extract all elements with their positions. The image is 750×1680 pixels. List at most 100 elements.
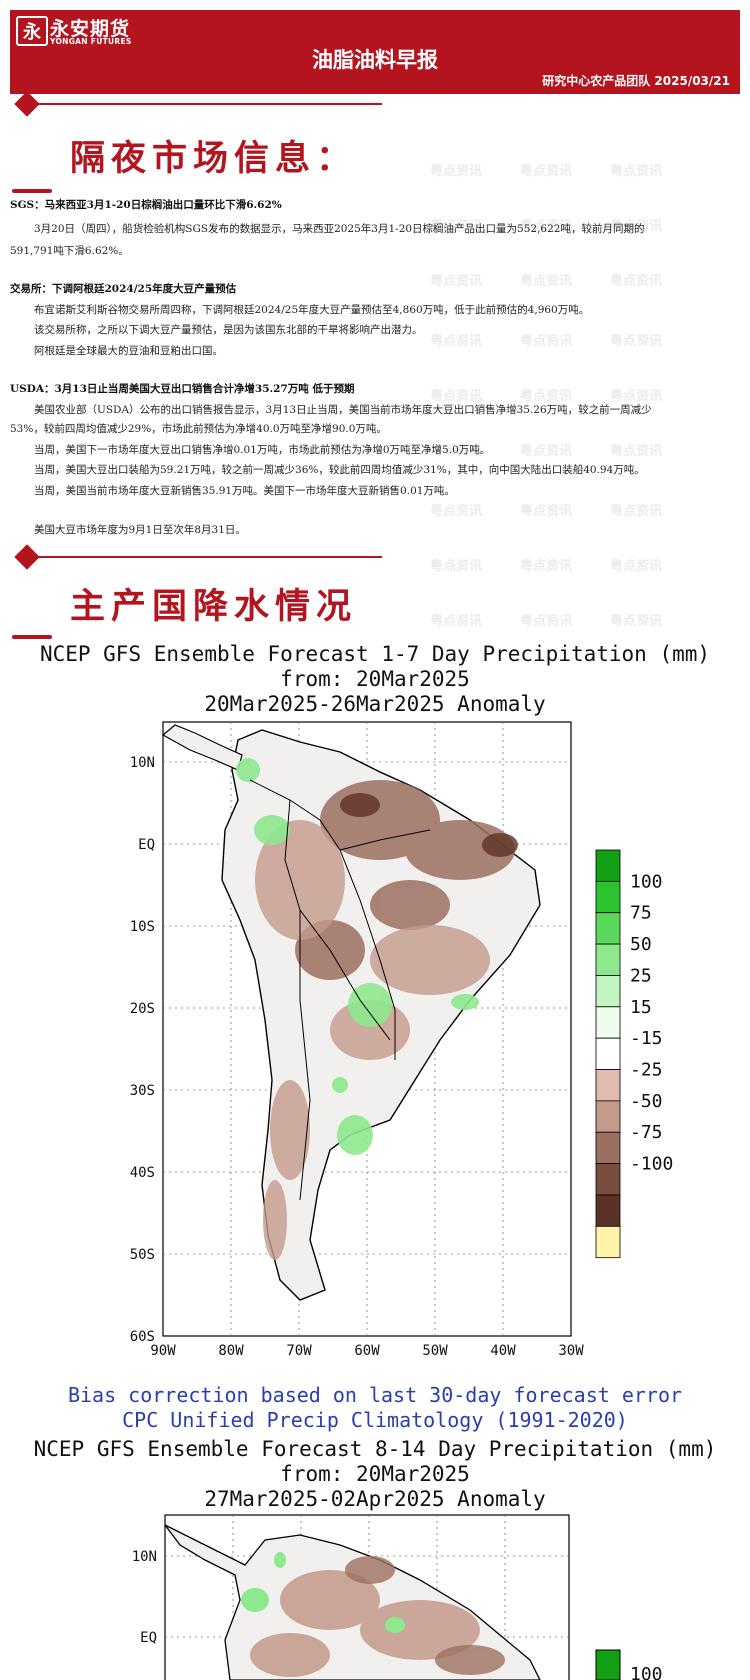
- news-item-line: 53%，较前四周均值减少29%，市场此前预估为净增40.0万吨至净增90.0万吨…: [10, 423, 387, 435]
- watermark-text: 粤点资讯: [430, 389, 483, 404]
- section-dash: [12, 189, 52, 193]
- lat-label: EQ: [138, 837, 155, 853]
- precip-map-1-7-day: NCEP GFS Ensemble Forecast 1-7 Day Preci…: [40, 642, 710, 1432]
- country-borders: [249, 779, 431, 1201]
- lat-label: 10N: [130, 755, 155, 771]
- legend-label: -25: [630, 1060, 663, 1081]
- map2-legend-swatch: [595, 1649, 621, 1680]
- watermark-text: 粤点资讯: [520, 504, 573, 519]
- svg-text:永: 永: [22, 21, 41, 43]
- map2-title-line2: from: 20Mar2025: [280, 1462, 470, 1486]
- lon-label: 90W: [150, 1343, 176, 1359]
- legend-swatch: [595, 1037, 621, 1070]
- news-item-line: 3月20日（周四），船货检验机构SGS发布的数据显示，马来西亚2025年3月1-…: [34, 223, 645, 235]
- legend-swatch: [595, 943, 621, 976]
- news-item-line: 当周，美国大豆出口装船为59.21万吨，较之前一周减少36%，较此前四周均值减少…: [34, 464, 645, 476]
- legend-swatch: [595, 975, 621, 1008]
- legend-swatch: [595, 880, 621, 914]
- lon-label: 30W: [558, 1343, 584, 1359]
- map1-title-line1: NCEP GFS Ensemble Forecast 1-7 Day Preci…: [40, 642, 710, 666]
- map1-title-line3: 20Mar2025-26Mar2025 Anomaly: [204, 692, 545, 716]
- lon-label: 70W: [286, 1343, 312, 1359]
- watermark-text: 粤点资讯: [430, 219, 483, 234]
- lon-label: 40W: [490, 1343, 516, 1359]
- legend-swatch: [595, 1100, 621, 1133]
- news-item-line: 美国农业部（USDA）公布的出口销售报告显示，3月13日止当周，美国当前市场年度…: [34, 404, 652, 416]
- map2-title-line3: 27Mar2025-02Apr2025 Anomaly: [204, 1487, 545, 1511]
- watermark-text: 粤点资讯: [430, 274, 483, 289]
- news-item-line: 阿根廷是全球最大的豆油和豆粕出口国。: [34, 345, 223, 357]
- news-item-line: 当周，美国下一市场年度大豆出口销售净增0.01万吨，市场此前预估为净增0万吨至净…: [34, 444, 491, 456]
- lat-label: 10S: [130, 919, 155, 935]
- legend-swatch: [595, 1069, 621, 1102]
- legend-label: -75: [630, 1122, 663, 1143]
- watermark-text: 粤点资讯: [430, 444, 483, 459]
- watermark-text: 粤点资讯: [610, 274, 663, 289]
- legend-swatch: [595, 849, 621, 882]
- news-item-line: 该交易所称，之所以下调大豆产量预估，是因为该国东北部的干旱将影响产出潜力。: [34, 324, 423, 336]
- watermark-text: 粤点资讯: [610, 504, 663, 519]
- section-title-precipitation: 主产国降水情况: [70, 587, 358, 627]
- legend-label: 75: [630, 903, 652, 924]
- legend-swatch: [595, 1131, 621, 1164]
- lat-label: EQ: [140, 1630, 157, 1646]
- section-divider: [30, 556, 382, 558]
- watermark-text: 粤点资讯: [430, 164, 483, 179]
- legend-label: 100: [630, 871, 663, 892]
- news-item-headline: 交易所：下调阿根廷2024/25年度大豆产量预估: [10, 283, 237, 295]
- map1-footer-line1: Bias correction based on last 30-day for…: [68, 1383, 682, 1407]
- legend-label: 15: [630, 997, 652, 1018]
- legend-label: -15: [630, 1028, 663, 1049]
- lon-label: 80W: [218, 1343, 244, 1359]
- yongan-logo-icon: 永: [16, 16, 48, 46]
- central-america-outline: [161, 724, 243, 771]
- lat-label: 60S: [130, 1329, 155, 1345]
- watermark-text: 粤点资讯: [520, 334, 573, 349]
- map2-legend-label: 100: [630, 1664, 663, 1680]
- watermark-text: 粤点资讯: [610, 164, 663, 179]
- news-item-headline: SGS：马来西亚3月1-20日棕榈油出口量环比下滑6.62%: [10, 199, 282, 211]
- legend-label: -50: [630, 1091, 663, 1112]
- watermark-text: 粤点资讯: [520, 444, 573, 459]
- legend-swatch: [595, 1163, 621, 1196]
- news-item-line: 布宜诺斯艾利斯谷物交易所周四称，下调阿根廷2024/25年度大豆产量预估至4,8…: [34, 304, 590, 316]
- lon-label: 60W: [354, 1343, 380, 1359]
- section-dash: [12, 635, 52, 639]
- lat-label: 20S: [130, 1001, 155, 1017]
- news-item-headline: USDA：3月13日止当周美国大豆出口销售合计净增35.27万吨 低于预期: [10, 383, 355, 395]
- legend-label: -100: [630, 1154, 673, 1175]
- watermark-text: 粤点资讯: [610, 559, 663, 574]
- logo-text-cn: 永安期货: [50, 18, 131, 40]
- watermark-text: 粤点资讯: [430, 559, 483, 574]
- team-and-date: 研究中心农产品团队 2025/03/21: [542, 74, 730, 88]
- section-title-overnight: 隔夜市场信息：: [70, 139, 358, 179]
- watermark-text: 粤点资讯: [610, 219, 663, 234]
- map1-title-line2: from: 20Mar2025: [280, 667, 470, 691]
- watermark-text: 粤点资讯: [520, 559, 573, 574]
- news-item-line: 美国大豆市场年度为9月1日至次年8月31日。: [34, 524, 246, 536]
- watermark-text: 粤点资讯: [610, 444, 663, 459]
- legend-label: 25: [630, 965, 652, 986]
- watermark-text: 粤点资讯: [520, 389, 573, 404]
- legend-swatch: [595, 1006, 621, 1039]
- map1-legend: 100 75 50 25 15 -15 -25 -50 -75 -100: [595, 849, 673, 1259]
- map1-wet-anomaly-blobs: [236, 758, 479, 1155]
- watermark-text: 粤点资讯: [520, 274, 573, 289]
- report-header: 永 永安期货 YONGAN FUTURES 油脂油料早报 研究中心农产品团队 2…: [10, 10, 740, 94]
- watermark-text: 粤点资讯: [430, 504, 483, 519]
- watermark-text: 粤点资讯: [520, 164, 573, 179]
- watermark-text: 粤点资讯: [430, 334, 483, 349]
- lat-label: 10N: [132, 1549, 157, 1565]
- map1-footer-line2: CPC Unified Precip Climatology (1991-202…: [122, 1408, 628, 1432]
- map2-title-line1: NCEP GFS Ensemble Forecast 8-14 Day Prec…: [34, 1437, 717, 1461]
- lon-label: 50W: [422, 1343, 448, 1359]
- logo-text-en: YONGAN FUTURES: [50, 37, 132, 46]
- lat-label: 40S: [130, 1165, 155, 1181]
- watermark-text: 粤点资讯: [610, 614, 663, 629]
- lat-label: 30S: [130, 1083, 155, 1099]
- report-title: 油脂油料早报: [312, 48, 438, 72]
- legend-swatch: [595, 1194, 621, 1227]
- watermark-text: 粤点资讯: [430, 614, 483, 629]
- news-item-line: 当周，美国当前市场年度大豆新销售35.91万吨。美国下一市场年度大豆新销售0.0…: [34, 485, 455, 497]
- watermark-text: 粤点资讯: [520, 219, 573, 234]
